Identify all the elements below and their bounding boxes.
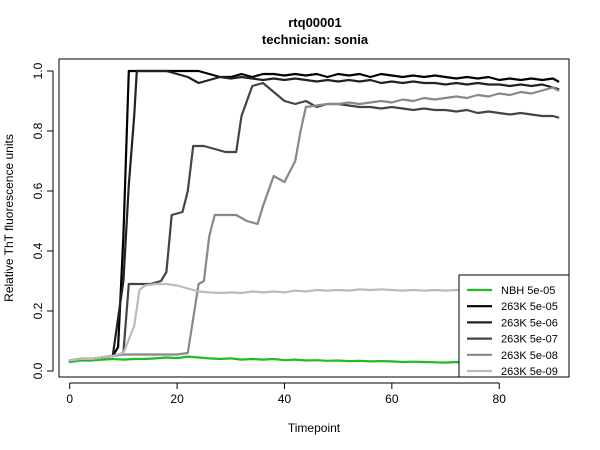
- y-tick-label: 0.6: [31, 182, 45, 199]
- y-tick-label: 1.0: [31, 62, 45, 79]
- legend-label-3: 263K 5e-07: [501, 334, 558, 346]
- series-line-1: [68, 69, 560, 362]
- legend-box: [458, 274, 570, 378]
- legend: NBH 5e-05 263K 5e-05 263K 5e-06 263K 5e-07 2…: [458, 274, 570, 378]
- x-tick-label: 20: [170, 392, 184, 406]
- x-axis: 0 20 40 60 80: [66, 382, 507, 406]
- chart-subtitle: technician: sonia: [262, 32, 369, 47]
- legend-label-4: 263K 5e-08: [501, 350, 558, 362]
- legend-label-0: NBH 5e-05: [501, 285, 555, 297]
- y-tick-label: 0.4: [31, 242, 45, 259]
- x-tick-label: 80: [493, 392, 507, 406]
- y-axis: 0.0 0.2 0.4 0.6 0.8 1.0: [31, 62, 54, 379]
- x-tick-label: 0: [66, 392, 73, 406]
- legend-label-2: 263K 5e-06: [501, 317, 558, 329]
- series-line-4: [68, 86, 560, 362]
- y-tick-label: 0.8: [31, 122, 45, 139]
- legend-label-1: 263K 5e-05: [501, 301, 558, 313]
- plot-frame: [58, 58, 570, 378]
- series-line-2: [68, 69, 560, 362]
- chart-title: rtq00001: [288, 15, 341, 30]
- y-tick-label: 0.2: [31, 302, 45, 319]
- legend-label-5: 263K 5e-09: [501, 366, 558, 378]
- x-axis-label: Timepoint: [288, 421, 341, 435]
- y-tick-label: 0.0: [31, 362, 45, 379]
- y-axis-label: Relative ThT fluorescence units: [2, 134, 16, 302]
- x-tick-label: 40: [278, 392, 292, 406]
- x-tick-label: 60: [385, 392, 399, 406]
